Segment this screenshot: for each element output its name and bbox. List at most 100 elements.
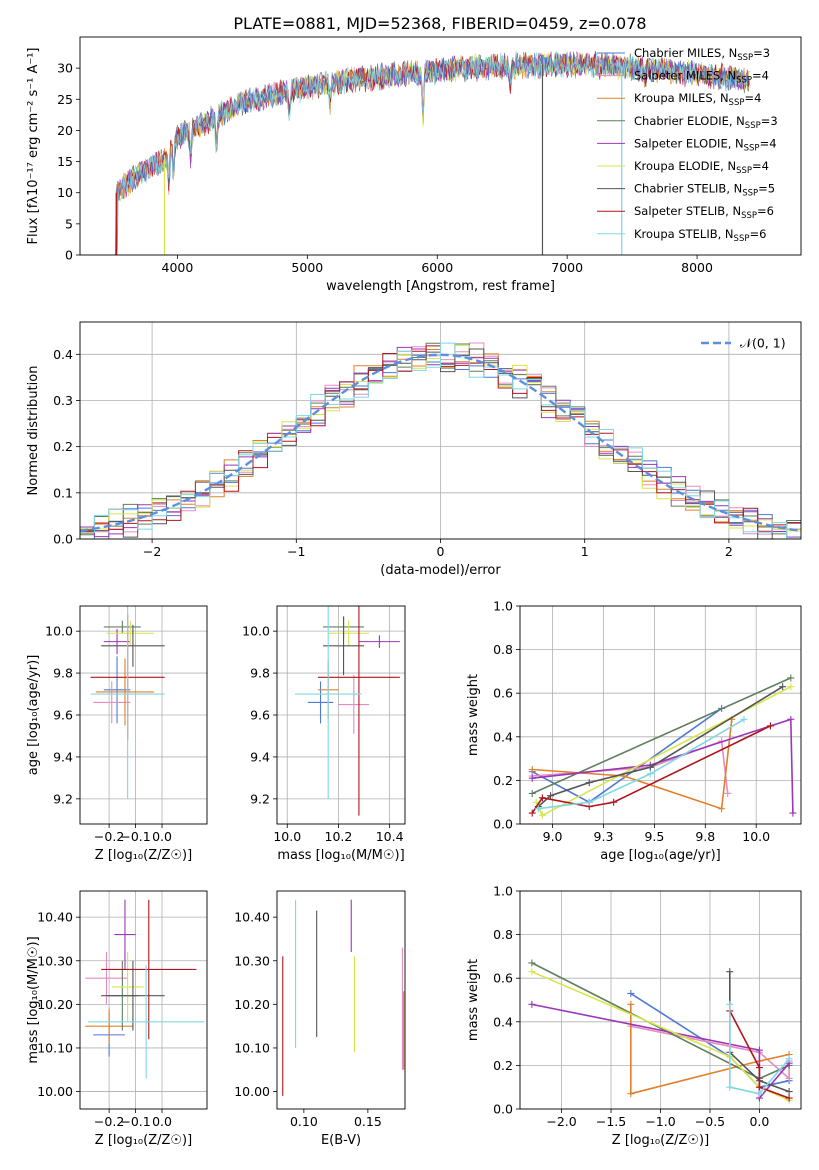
x-tick-label: 0 (437, 544, 445, 559)
legend-entry: Kroupa STELIB, NSSP=6 (597, 227, 766, 244)
residuals-panel: −2 −1 0 1 2 0.0 0.1 0.2 0.3 0.4 (data-model)/error… (26, 321, 802, 578)
x-tick-label: 0.10 (290, 1114, 318, 1129)
plot-area (528, 674, 797, 819)
y-tick-label: 9.2 (250, 791, 270, 806)
errorbar-point (95, 658, 155, 726)
x-axis-label: Z [log₁₀(Z/Z☉)] (95, 1133, 192, 1148)
y-axis-label: mass [log₁₀(M/M☉)] (26, 936, 41, 1063)
x-tick-label: 9.0 (543, 829, 563, 844)
errorbar-point (85, 952, 128, 1005)
weight-marker (787, 715, 795, 723)
weight-vs-metallicity-panel: −2.0 −1.5 −1.0 −0.5 0.0 0.0 0.2 0.4 0.6 0.8 1.0 Z [… (466, 884, 802, 1148)
y-tick-label: 0.6 (493, 686, 513, 701)
x-tick-label: 0.0 (749, 1114, 769, 1129)
weight-marker (724, 789, 732, 797)
errorbar-point (323, 616, 365, 676)
weight-series-8 (729, 1004, 790, 1095)
y-tick-label: 0.2 (493, 1058, 513, 1073)
weight-marker (726, 968, 734, 976)
weight-marker (528, 1000, 536, 1008)
legend-label: Chabrier MILES, NSSP=3 (634, 46, 770, 63)
x-axis-label: E(B-V) (321, 1133, 361, 1148)
weight-series-7 (531, 725, 771, 814)
plot-area (80, 342, 801, 539)
age-vs-mass-panel: 10.0 10.2 10.4 9.2 9.4 9.6 9.8 10.0 mass [log₁₀(… (242, 605, 406, 863)
y-tick-label: 9.6 (250, 708, 270, 723)
x-tick-label: −2.0 (546, 1114, 576, 1129)
legend-entry: Salpeter MILES, NSSP=4 (597, 69, 769, 86)
spectrum-line-3 (115, 52, 750, 255)
y-tick-label: 0.0 (493, 817, 513, 832)
y-tick-label: 9.4 (250, 749, 270, 764)
y-axis-label: Flux [fλ10⁻¹⁷ erg cm⁻² s⁻¹ A⁻¹] (26, 48, 41, 245)
y-tick-label: 10.40 (37, 910, 73, 925)
errorbar-point (328, 620, 370, 646)
age-vs-metallicity-panel: −0.2−0.1 0.0 9.2 9.4 9.6 9.8 10.0 Z [log₁₀(Z/Z☉… (26, 605, 208, 863)
legend-label: Chabrier ELODIE, NSSP=3 (634, 114, 778, 131)
reference-legend: 𝒩(0, 1) (701, 336, 786, 351)
axes-frame (79, 890, 208, 1110)
weight-marker (785, 1055, 793, 1063)
errorbar-point (101, 960, 165, 1031)
weight-marker (740, 715, 748, 723)
y-tick-label: 10.20 (234, 997, 270, 1012)
reference-legend-label: 𝒩(0, 1) (740, 336, 786, 351)
weight-marker (528, 809, 536, 817)
x-tick-label: 1 (581, 544, 589, 559)
weight-series-0 (531, 707, 723, 804)
y-tick-label: 10.30 (37, 953, 73, 968)
weight-marker (538, 811, 546, 819)
errorbar-point (87, 965, 205, 1079)
weight-marker (610, 798, 618, 806)
x-tick-label: 0.0 (152, 1114, 172, 1129)
y-axis-label: mass weight (466, 674, 481, 756)
x-axis-label: Z [log₁₀(Z/Z☉)] (612, 1133, 709, 1148)
legend-label: Salpeter MILES, NSSP=4 (634, 69, 769, 86)
y-axis-label: Normed distribution (26, 366, 41, 496)
x-axis-label: wavelength [Angstrom, rest frame] (326, 279, 555, 294)
x-axis-label: mass [log₁₀(M/M☉)] (277, 848, 404, 863)
weight-marker (787, 674, 795, 682)
weight-marker (755, 1046, 763, 1054)
plot-area (85, 899, 205, 1079)
y-tick-label: 10.30 (234, 953, 270, 968)
weight-marker (785, 1088, 793, 1096)
x-axis-label: (data-model)/error (380, 563, 501, 578)
weight-marker (718, 805, 726, 813)
y-tick-label: 1.0 (493, 599, 513, 614)
x-tick-label: 10.0 (273, 829, 301, 844)
spectrum-line-0 (114, 51, 749, 255)
x-tick-label: 2 (725, 544, 733, 559)
y-tick-label: 1.0 (493, 884, 513, 899)
y-tick-label: 9.6 (53, 708, 73, 723)
y-tick-label: 0.8 (493, 642, 513, 657)
weight-marker (646, 770, 654, 778)
weight-marker (787, 683, 795, 691)
weight-marker (726, 1083, 734, 1091)
y-tick-label: 0.4 (493, 729, 513, 744)
weight-marker (585, 779, 593, 787)
weight-marker (528, 968, 536, 976)
x-tick-label: −0.2 (94, 829, 124, 844)
weight-series-1 (630, 1025, 790, 1081)
weight-marker (627, 989, 635, 997)
y-tick-label: 0.4 (53, 347, 73, 362)
y-tick-label: 10.0 (242, 624, 270, 639)
errorbar-point (93, 681, 131, 724)
y-tick-label: 30 (57, 61, 73, 76)
errorbar-point (103, 620, 141, 634)
x-tick-label: −1.5 (596, 1114, 626, 1129)
x-tick-label: 6000 (421, 260, 453, 275)
errorbar-point (85, 1008, 133, 1044)
y-tick-label: 0 (65, 248, 73, 263)
y-tick-label: 10.00 (37, 1084, 73, 1099)
y-tick-label: 25 (57, 92, 73, 107)
axes-frame (79, 36, 802, 256)
x-tick-label: −1.0 (645, 1114, 675, 1129)
weight-series-4 (532, 718, 794, 814)
y-tick-label: 10.0 (45, 624, 73, 639)
figure-title: PLATE=0881, MJD=52368, FIBERID=0459, z=0… (233, 14, 646, 33)
y-tick-label: 0.8 (493, 927, 513, 942)
y-tick-label: 15 (57, 154, 73, 169)
